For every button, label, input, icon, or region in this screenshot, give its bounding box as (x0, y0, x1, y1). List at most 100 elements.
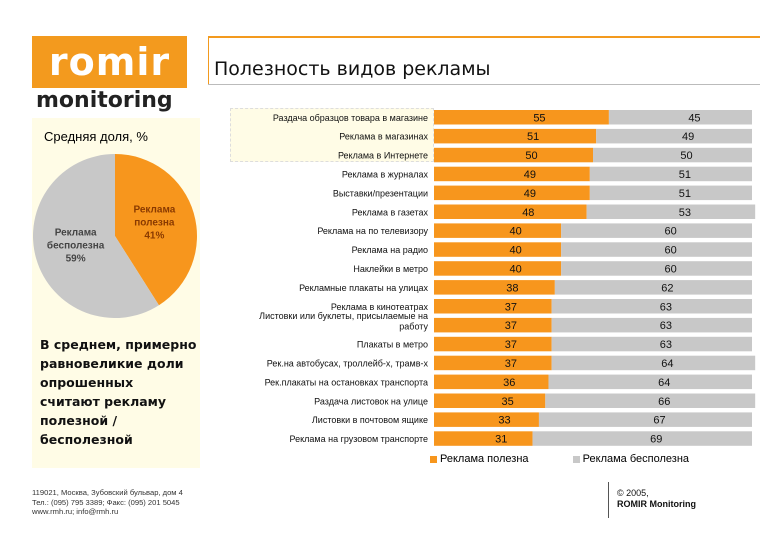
bar-value-label: 49 (524, 188, 536, 200)
bar-value-label: 49 (524, 169, 536, 181)
category-label: Раздача листовок на улице (314, 396, 428, 406)
category-label: Рекламные плакаты на улицах (299, 283, 428, 293)
bar-useless (551, 355, 756, 371)
bar-value-label: 60 (664, 226, 676, 238)
bar-value-label: 40 (509, 226, 521, 238)
bar-useless (561, 261, 752, 276)
footer-address-line: 119021, Москва, Зубовский бульвар, дом 4 (32, 488, 183, 497)
bar-useful (434, 317, 552, 333)
bar-value-label: 50 (525, 150, 537, 162)
footer-address: 119021, Москва, Зубовский бульвар, дом 4… (32, 488, 183, 517)
summary-line: В среднем, примерно (40, 337, 197, 352)
bar-value-label: 64 (661, 358, 673, 370)
bar-useful (434, 128, 597, 144)
bar-value-label: 64 (658, 377, 670, 389)
bar-value-label: 53 (679, 207, 691, 219)
category-label: работу (399, 322, 428, 332)
bar-value-label: 40 (509, 263, 521, 275)
bar-useful (434, 412, 539, 427)
logo-box (32, 36, 187, 88)
bar-useless (593, 147, 752, 163)
bar-value-label: 51 (679, 188, 691, 200)
highlight-panel (230, 108, 434, 162)
footer-copyright: © 2005, ROMIR Monitoring (617, 488, 696, 510)
summary-line: бесполезной (40, 432, 133, 447)
footer-rule (608, 482, 609, 518)
category-label: Реклама на по телевизору (317, 226, 428, 236)
category-label: Реклама в кинотеатрах (331, 302, 429, 312)
bar-value-label: 37 (505, 301, 517, 313)
pie-slice-label: Реклама (133, 205, 175, 216)
bar-useful (434, 261, 562, 276)
bar-useless (586, 204, 756, 219)
bar-useless (589, 185, 752, 201)
pie-slice-label: полезна (134, 218, 175, 229)
bar-useless (561, 242, 752, 257)
summary-line: опрошенных (40, 375, 134, 390)
bar-useful (434, 110, 609, 125)
bar-useless (538, 412, 752, 427)
bar-useless (551, 336, 752, 352)
header-rule (208, 36, 760, 38)
copyright-line: ROMIR Monitoring (617, 499, 696, 509)
pie-slice-1 (32, 154, 159, 318)
footer-address-line: Тел.: (095) 795 3389; Факс: (095) 201 50… (32, 497, 180, 507)
bar-value-label: 63 (660, 301, 672, 313)
bar-value-label: 31 (495, 434, 507, 446)
bar-value-label: 69 (650, 434, 662, 446)
category-label: Реклама на грузовом транспорте (290, 434, 429, 444)
category-label: Плакаты в метро (357, 340, 428, 350)
bar-useful (434, 280, 555, 295)
bar-useless (545, 393, 756, 408)
bar-useless (589, 166, 752, 182)
bar-value-label: 49 (682, 131, 694, 143)
category-label: Рек.плакаты на остановках транспорта (265, 377, 428, 387)
bar-value-label: 37 (505, 339, 517, 351)
bar-value-label: 51 (527, 131, 539, 143)
footer-address-line: www.rmh.ru; info@rmh.ru (32, 507, 119, 516)
header-underline (208, 84, 760, 85)
bar-value-label: 67 (653, 415, 665, 427)
bar-value-label: 33 (498, 415, 510, 427)
bar-value-label: 51 (679, 169, 691, 181)
bar-value-label: 45 (688, 112, 700, 124)
summary-line: равновеликие доли (40, 356, 184, 371)
bar-value-label: 36 (503, 377, 515, 389)
bar-value-label: 63 (660, 320, 672, 332)
page-title: Полезность видов рекламы (214, 58, 491, 80)
bar-useless (554, 280, 752, 295)
bar-value-label: 60 (664, 245, 676, 257)
logo-brand: romir (48, 40, 171, 84)
copyright-line: © 2005, (617, 488, 649, 498)
bar-useful (434, 299, 552, 314)
bar-value-label: 55 (533, 112, 545, 124)
bar-useful (434, 147, 593, 163)
bar-useful (434, 185, 590, 201)
bar-useful (434, 204, 587, 219)
bar-value-label: 66 (658, 396, 670, 408)
category-label: Наклейки в метро (353, 264, 428, 274)
bar-useful (434, 431, 533, 446)
bar-value-label: 37 (505, 358, 517, 370)
legend-label-useless: Реклама бесполезна (582, 453, 690, 465)
category-label: Раздача образцов товара в магазине (273, 113, 428, 123)
category-label: Реклама в магазинах (339, 132, 428, 142)
logo-sub: monitoring (36, 88, 173, 113)
bar-value-label: 62 (661, 282, 673, 294)
bar-useless (561, 223, 752, 238)
bar-value-label: 50 (680, 150, 692, 162)
category-label: Рек.на автобусах, троллейб-х, трамв-х (267, 358, 429, 368)
legend-label-useful: Реклама полезна (440, 453, 529, 465)
bar-chart: Раздача образцов товара в магазине 55 45 Ре… (259, 110, 756, 446)
bar-value-label: 38 (506, 282, 518, 294)
category-label: Реклама в газетах (352, 207, 429, 217)
bar-value-label: 35 (502, 396, 514, 408)
legend-swatch-useless (572, 455, 580, 463)
category-label: Листовки в почтовом ящике (312, 415, 428, 425)
pie-slice-label: бесполезна (47, 239, 105, 251)
pie-slice-label: 41% (144, 231, 164, 242)
category-label: Реклама на радио (352, 245, 428, 255)
bar-useful (434, 393, 546, 408)
summary-line: считают рекламу (40, 394, 167, 409)
